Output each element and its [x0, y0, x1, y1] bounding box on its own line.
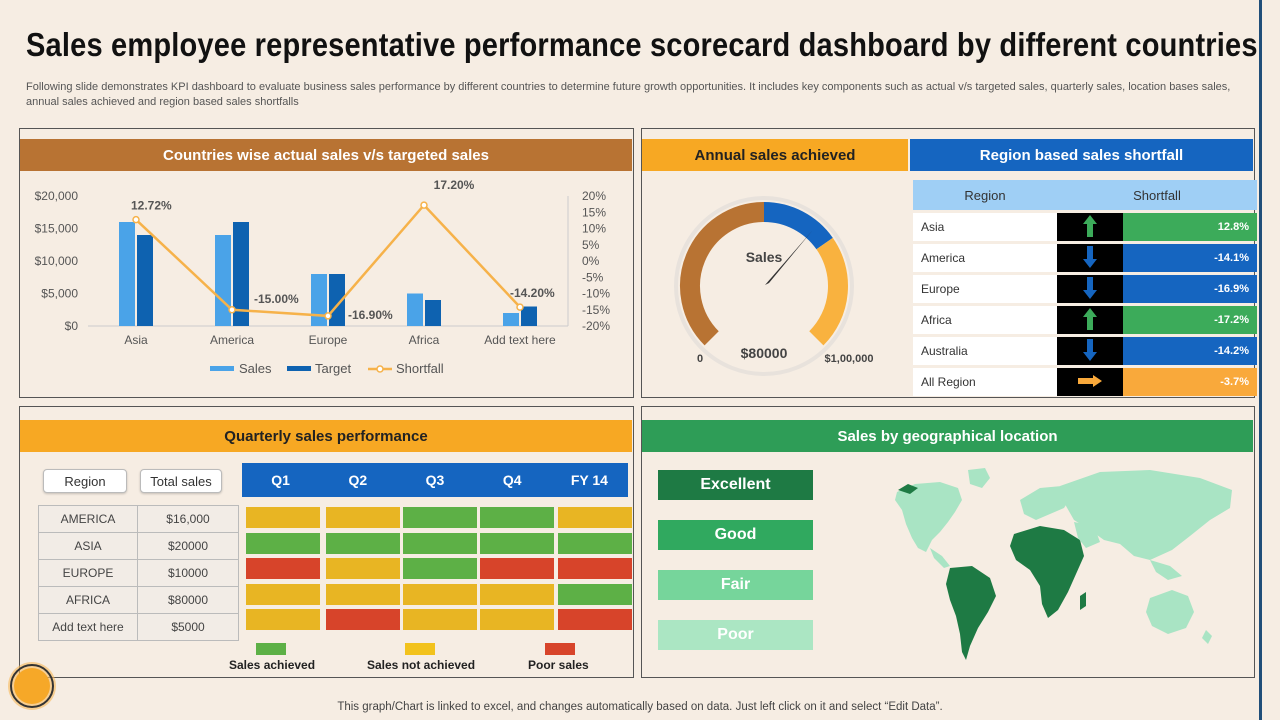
quarter-label: Q4: [502, 472, 522, 488]
quarterly-totals-table: AMERICA $16,000 ASIA $20000 EUROPE $10000 AFRI…: [38, 505, 239, 641]
quarterly-total-header: Total sales: [140, 469, 222, 493]
shortfall-value: -14.1%: [1123, 244, 1257, 272]
annual-sales-header: Annual sales achieved: [642, 139, 908, 171]
arrow-down-icon: [1057, 244, 1123, 272]
quarter-status-cell: [558, 532, 632, 554]
shortfall-row: Africa -17.2%: [913, 306, 1257, 334]
quarterly-region-header: Region: [43, 469, 127, 493]
quarter-status-cell: [246, 532, 320, 554]
arrow-up-icon: [1057, 306, 1123, 334]
quarter-status-cell: [480, 532, 554, 554]
quarter-status-cell: [246, 583, 320, 605]
quarter-status-cell: [558, 558, 632, 579]
quarter-header-row: Q1 Q2 Q3 Q4 FY 14: [242, 463, 628, 497]
footer-note: This graph/Chart is linked to excel, and…: [337, 701, 943, 713]
legend-poor-sales: Poor sales: [528, 658, 589, 672]
quarter-status-cell: [558, 583, 632, 605]
page-title: Sales employee representative performanc…: [26, 26, 1258, 63]
countries-sales-header: Countries wise actual sales v/s targeted…: [20, 139, 632, 171]
corner-decor-ring: [10, 664, 54, 708]
quarterly-region: AFRICA: [38, 586, 138, 614]
arrow-down-icon: [1057, 337, 1123, 365]
shortfall-row: Asia 12.8%: [913, 213, 1257, 241]
quarter-status-cell: [558, 609, 632, 630]
shortfall-region: All Region: [913, 368, 1057, 396]
quarter-status-cell: [246, 507, 320, 528]
right-accent-bar: [1259, 0, 1262, 720]
shortfall-region: Australia: [913, 337, 1057, 365]
arrow-right-icon: [1057, 368, 1123, 396]
shortfall-value: -14.2%: [1123, 337, 1257, 365]
legend-sales-not-achieved-swatch: [405, 643, 435, 655]
quarter-label: Q3: [425, 472, 445, 488]
shortfall-value: -16.9%: [1123, 275, 1257, 303]
legend-sales-not-achieved: Sales not achieved: [367, 658, 476, 672]
quarterly-header: Quarterly sales performance: [20, 420, 632, 452]
shortfall-col-shortfall: Shortfall: [1057, 180, 1257, 210]
quarter-status-cell: [480, 583, 554, 605]
shortfall-region: Africa: [913, 306, 1057, 334]
quarter-status-cell: [403, 558, 477, 579]
quarter-status-cell: [403, 583, 477, 605]
shortfall-col-region: Region: [913, 180, 1057, 210]
quarterly-row: EUROPE $10000: [38, 559, 239, 587]
quarter-status-cell: [558, 507, 632, 528]
quarterly-region: AMERICA: [38, 505, 138, 533]
shortfall-value: -3.7%: [1123, 368, 1257, 396]
arrow-up-icon: [1057, 213, 1123, 241]
shortfall-region: Europe: [913, 275, 1057, 303]
quarter-label: FY 14: [570, 472, 608, 488]
quarterly-total: $16,000: [137, 505, 239, 533]
quarter-status-cell: [326, 609, 400, 630]
geo-level-poor: Poor: [658, 620, 813, 650]
quarterly-row: Add text here $5000: [38, 613, 239, 641]
shortfall-row: Europe -16.9%: [913, 275, 1257, 303]
quarter-status-cell: [403, 532, 477, 554]
quarterly-row: ASIA $20000: [38, 532, 239, 560]
quarterly-row: AMERICA $16,000: [38, 505, 239, 533]
shortfall-row: Australia -14.2%: [913, 337, 1257, 365]
quarter-status-cell: [480, 558, 554, 579]
shortfall-value: -17.2%: [1123, 306, 1257, 334]
quarterly-region: ASIA: [38, 532, 138, 560]
geo-level-excellent: Excellent: [658, 470, 813, 500]
region-shortfall-table: Region Shortfall Asia 12.8% America -14.1% E…: [913, 177, 1257, 399]
quarterly-total: $80000: [137, 586, 239, 614]
legend-sales-achieved-swatch: [256, 643, 286, 655]
shortfall-row: America -14.1%: [913, 244, 1257, 272]
shortfall-region: Asia: [913, 213, 1057, 241]
shortfall-region: America: [913, 244, 1057, 272]
quarter-status-cell: [403, 507, 477, 528]
legend-poor-sales-swatch: [545, 643, 575, 655]
geo-level-good: Good: [658, 520, 813, 550]
quarter-label: Q2: [348, 472, 368, 488]
quarter-status-cell: [326, 532, 400, 554]
quarter-status-cell: [326, 558, 400, 579]
quarter-status-cell: [246, 609, 320, 630]
quarter-status-cell: [480, 507, 554, 528]
quarter-status-cell: [480, 609, 554, 630]
quarter-status-cell: [403, 609, 477, 630]
shortfall-row: All Region -3.7%: [913, 368, 1257, 396]
quarter-status-cell: [326, 507, 400, 528]
page-subtitle: Following slide demonstrates KPI dashboa…: [26, 81, 1231, 108]
quarterly-row: AFRICA $80000: [38, 586, 239, 614]
region-shortfall-header: Region based sales shortfall: [910, 139, 1253, 171]
quarter-status-cell: [246, 558, 320, 579]
quarterly-total: $10000: [137, 559, 239, 587]
legend-sales-achieved: Sales achieved: [229, 658, 316, 672]
geo-level-fair: Fair: [658, 570, 813, 600]
quarterly-region: EUROPE: [38, 559, 138, 587]
geo-header: Sales by geographical location: [642, 420, 1253, 452]
quarterly-region: Add text here: [38, 613, 138, 641]
shortfall-value: 12.8%: [1123, 213, 1257, 241]
quarterly-total: $20000: [137, 532, 239, 560]
quarter-status-cell: [326, 583, 400, 605]
arrow-down-icon: [1057, 275, 1123, 303]
quarter-label: Q1: [271, 472, 290, 488]
quarterly-total: $5000: [137, 613, 239, 641]
